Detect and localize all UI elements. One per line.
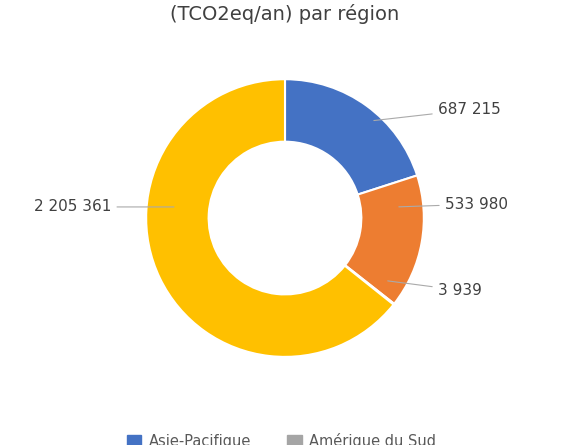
Wedge shape [146,79,393,357]
Legend: Asie-Pacifique, Europe, Amérique du Sud, Amérique du Nord: Asie-Pacifique, Europe, Amérique du Sud,… [121,428,449,445]
Text: 687 215: 687 215 [374,102,500,121]
Text: 3 939: 3 939 [388,281,482,298]
Title: Emissions évitées et réduites de CO2
(TCO2eq/an) par région: Emissions évitées et réduites de CO2 (TC… [103,0,467,24]
Text: 533 980: 533 980 [399,197,508,212]
Wedge shape [345,175,424,304]
Wedge shape [345,265,394,305]
Wedge shape [285,79,417,194]
Text: 2 205 361: 2 205 361 [34,199,174,214]
